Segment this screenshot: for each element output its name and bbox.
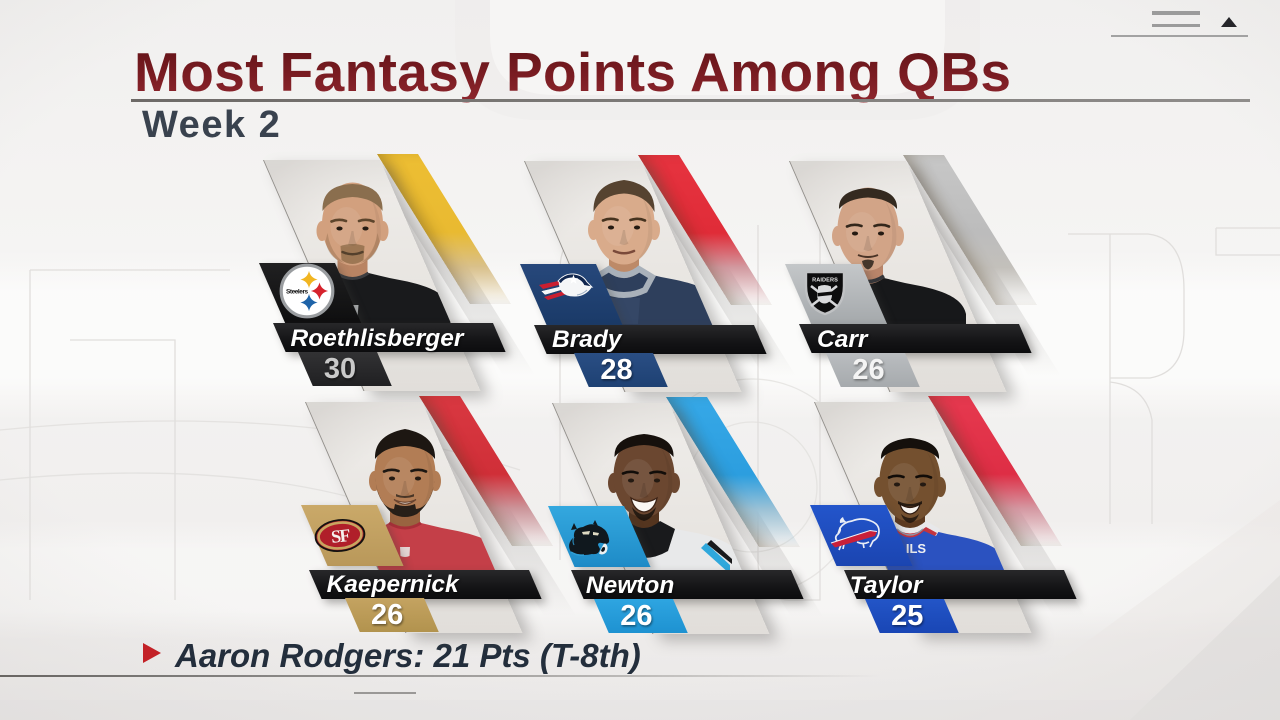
svg-text:Steelers: Steelers — [286, 288, 309, 295]
svg-text:ILS: ILS — [905, 541, 926, 556]
svg-text:RAIDERS: RAIDERS — [812, 277, 838, 283]
svg-text:SF: SF — [330, 525, 351, 547]
